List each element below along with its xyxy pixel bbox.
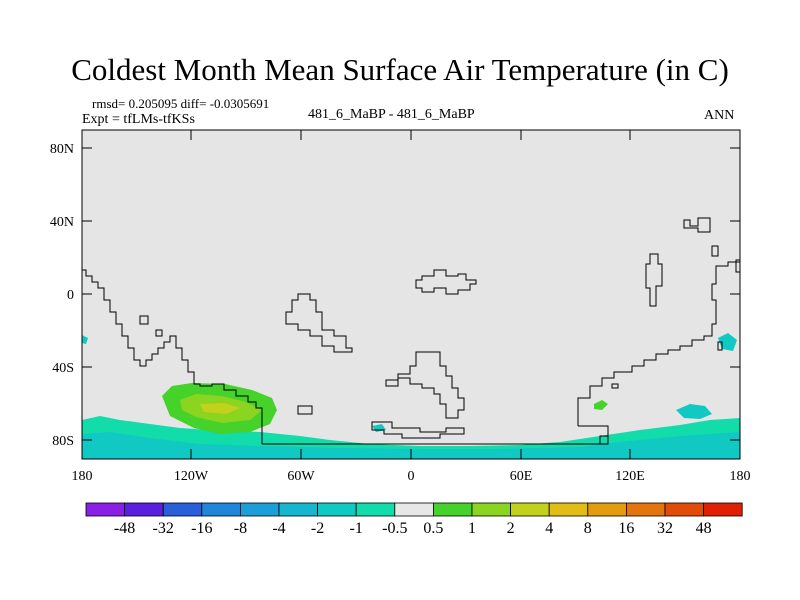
colorbar-box xyxy=(510,502,550,517)
colorbar-label: -1 xyxy=(350,520,363,537)
axis-ticks xyxy=(82,130,740,459)
colorbar-labels: -48 -32 -16 -8 -4 -2 -1 -0.5 0.5 1 2 4 8 16 32 48 xyxy=(114,520,712,537)
colorbar-box xyxy=(626,502,666,517)
lat-label-0: 0 xyxy=(67,288,74,303)
colorbar-box xyxy=(471,502,511,517)
colorbar-box xyxy=(664,502,704,517)
colorbar-label: 8 xyxy=(584,520,592,537)
colorbar-box xyxy=(432,502,473,517)
lat-label-40s: 40S xyxy=(52,361,74,376)
colorbar-label: -8 xyxy=(234,520,247,537)
lon-label-120w: 120W xyxy=(174,469,209,484)
colorbar-label: 2 xyxy=(507,520,515,537)
colorbar-label: -2 xyxy=(311,520,324,537)
colorbar-box xyxy=(355,502,396,517)
stats-line: rmsd= 0.205095 diff= -0.0305691 xyxy=(92,96,270,111)
season-label: ANN xyxy=(704,108,735,123)
case-line: 481_6_MaBP - 481_6_MaBP xyxy=(308,107,475,122)
colorbar-box xyxy=(548,502,589,517)
anomaly-fill-antarctic-cyan xyxy=(82,333,740,459)
plot-title: Coldest Month Mean Surface Air Temperatu… xyxy=(71,52,729,87)
colorbar-label: 32 xyxy=(657,520,673,537)
lat-label-80s: 80S xyxy=(52,434,74,449)
colorbar-label: -4 xyxy=(272,520,285,537)
colorbar-box xyxy=(85,502,125,517)
colorbar-label: 4 xyxy=(545,520,553,537)
colorbar-box xyxy=(394,502,434,517)
colorbar-box xyxy=(201,502,241,517)
colorbar-label: -32 xyxy=(153,520,174,537)
colorbar xyxy=(85,502,743,517)
lon-label-60e: 60E xyxy=(510,469,533,484)
colorbar-label: 16 xyxy=(618,520,634,537)
colorbar-label: -0.5 xyxy=(382,520,407,537)
coastlines xyxy=(82,217,740,445)
colorbar-box xyxy=(317,502,357,517)
lat-label-40n: 40N xyxy=(50,215,74,230)
colorbar-label: -16 xyxy=(191,520,212,537)
colorbar-box xyxy=(587,502,627,517)
colorbar-box xyxy=(162,502,203,517)
lon-label-180w: 180 xyxy=(72,469,93,484)
colorbar-label: 0.5 xyxy=(423,520,443,537)
experiment-line: Expt = tfLMs-tfKSs xyxy=(82,112,195,127)
colorbar-label: 48 xyxy=(696,520,712,537)
colorbar-box xyxy=(703,502,743,517)
lon-label-60w: 60W xyxy=(287,469,315,484)
colorbar-box xyxy=(124,502,164,517)
lat-label-80n: 80N xyxy=(50,142,74,157)
colorbar-label: 1 xyxy=(468,520,476,537)
colorbar-label: -48 xyxy=(114,520,135,537)
lon-label-180e: 180 xyxy=(730,469,751,484)
colorbar-box xyxy=(239,502,280,517)
colorbar-box xyxy=(278,502,318,517)
lon-label-0: 0 xyxy=(408,469,415,484)
lon-label-120e: 120E xyxy=(615,469,645,484)
